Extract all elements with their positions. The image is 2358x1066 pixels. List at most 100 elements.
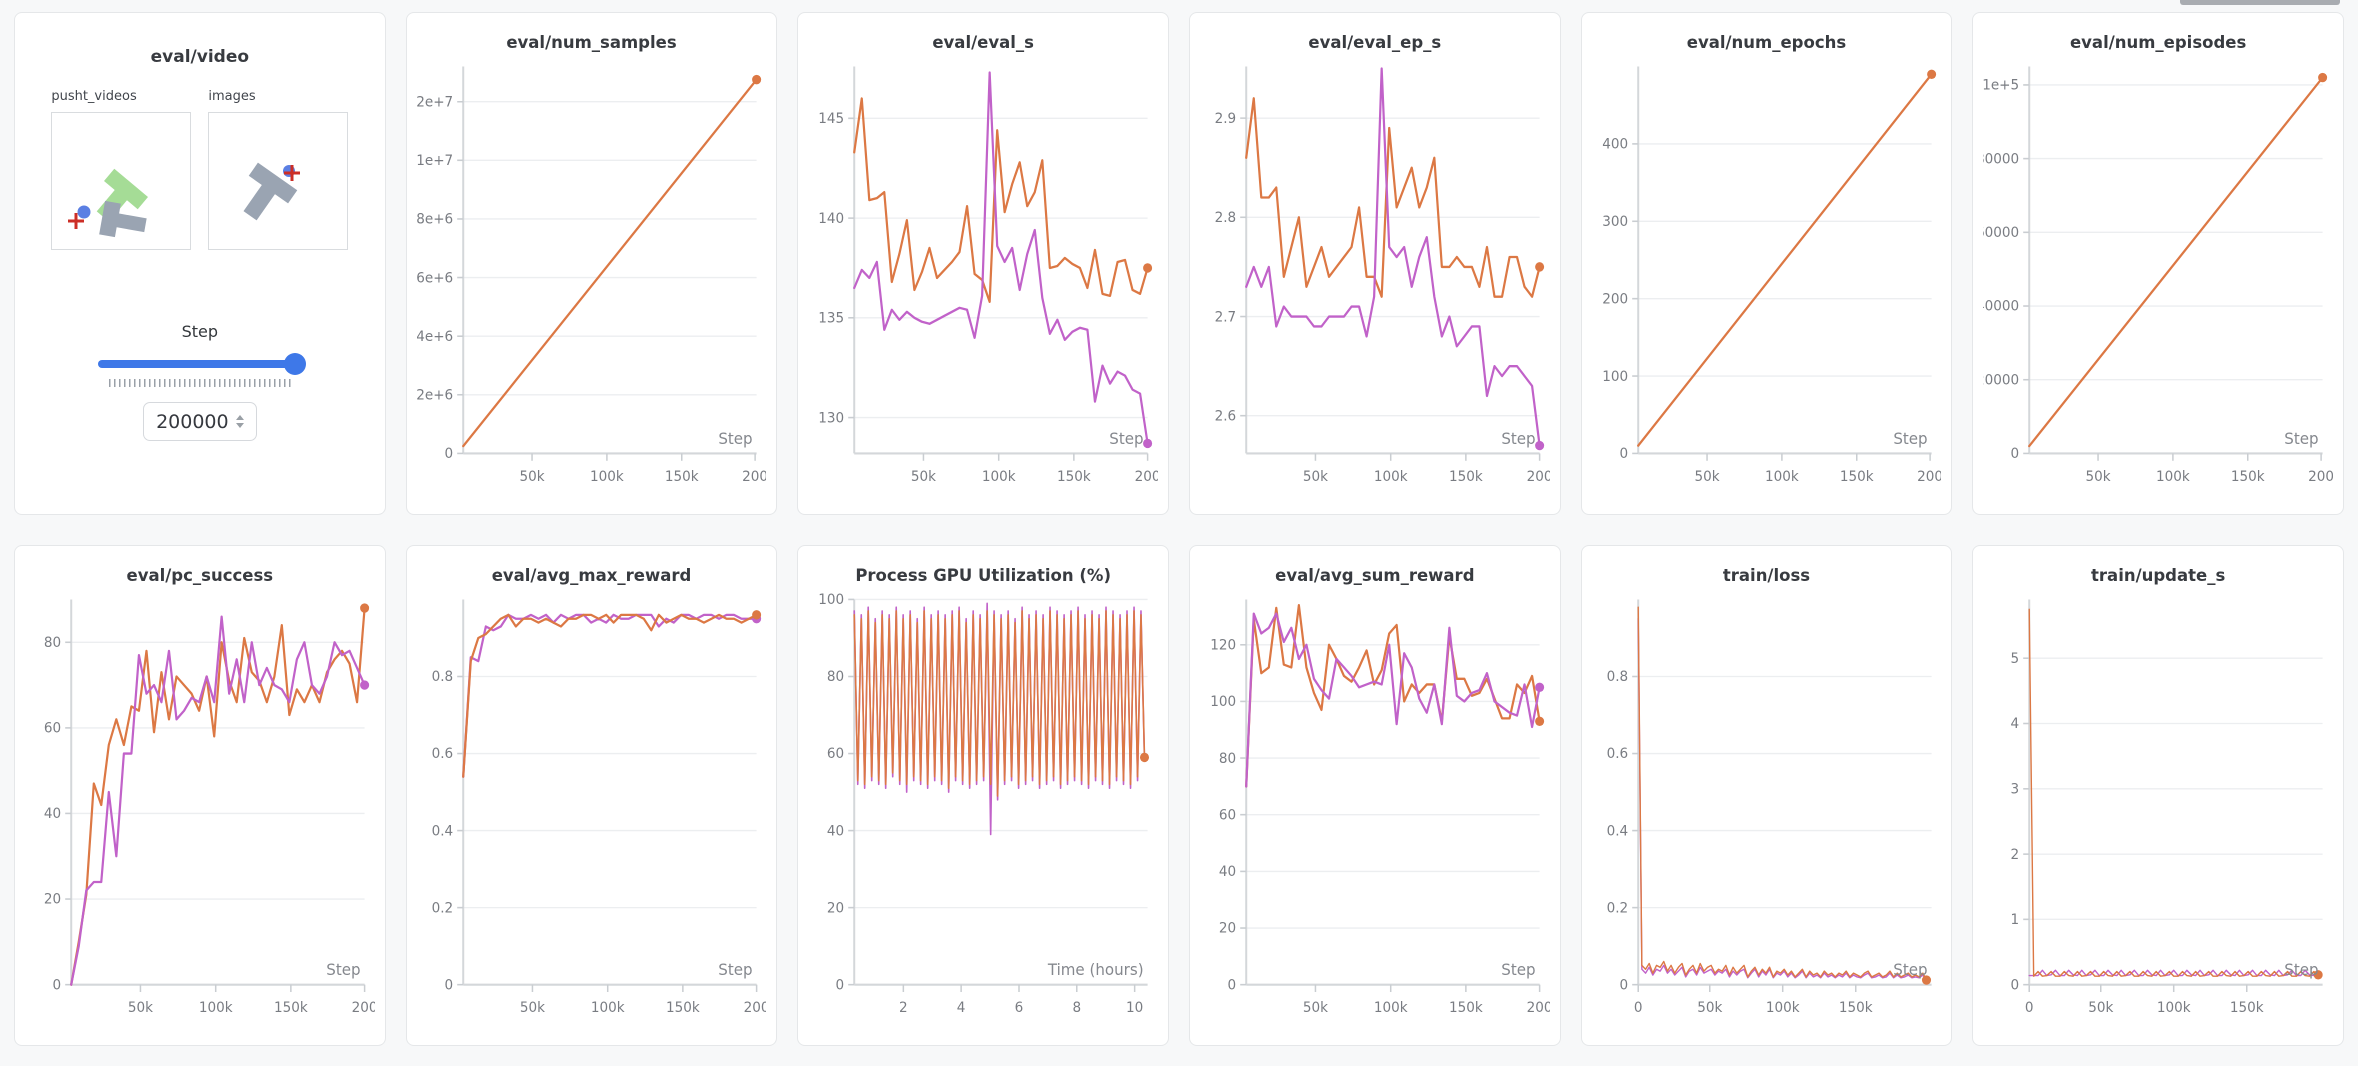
gray-t-shape bbox=[243, 162, 298, 221]
svg-text:0.6: 0.6 bbox=[431, 746, 453, 762]
svg-text:300: 300 bbox=[1602, 214, 1628, 230]
svg-text:20: 20 bbox=[1219, 921, 1236, 937]
svg-text:60000: 60000 bbox=[1983, 225, 2019, 241]
chart-panel: eval/eval_ep_s 2.6 2.7 2.8 2.9 50k 100k 150k 200… bbox=[1188, 12, 1561, 515]
chart-plot-area[interactable]: 2.6 2.7 2.8 2.9 50k 100k 150k 200 Step bbox=[1190, 54, 1560, 514]
chart-plot-area[interactable]: 0 2e+6 4e+6 6e+6 8e+6 1e+7 1.2e+7 50k 100k 150k 20… bbox=[407, 54, 777, 514]
svg-text:20: 20 bbox=[44, 892, 61, 908]
svg-text:80000: 80000 bbox=[1983, 151, 2019, 167]
horizontal-scrollbar-thumb[interactable] bbox=[2180, 0, 2340, 5]
svg-text:150k: 150k bbox=[2230, 1000, 2264, 1016]
chart-plot-area[interactable]: 0 0.2 0.4 0.6 0.8 50k 100k 150k 200 Step bbox=[407, 587, 777, 1045]
svg-text:100: 100 bbox=[819, 592, 845, 608]
svg-text:50k: 50k bbox=[1303, 468, 1328, 484]
svg-text:0.8: 0.8 bbox=[431, 669, 453, 685]
svg-text:0: 0 bbox=[2011, 977, 2020, 993]
svg-text:0: 0 bbox=[2025, 1000, 2034, 1016]
svg-text:100k: 100k bbox=[590, 1000, 624, 1016]
step-slider-label: Step bbox=[181, 322, 219, 341]
svg-text:100k: 100k bbox=[1765, 1000, 1799, 1016]
svg-text:150k: 150k bbox=[274, 1000, 308, 1016]
chart-plot-area[interactable]: 0 20 40 60 80 100 2 4 6 8 10 Time (hours) bbox=[798, 587, 1168, 1045]
svg-text:100k: 100k bbox=[1374, 468, 1408, 484]
chart-plot-area[interactable]: 0 0.2 0.4 0.6 0.8 0 50k 100k 150k Step bbox=[1582, 587, 1952, 1045]
chart-canvas[interactable]: 0 2e+6 4e+6 6e+6 8e+6 1e+7 1.2e+7 50k 100k 150k 20… bbox=[417, 56, 767, 506]
step-slider[interactable] bbox=[97, 353, 306, 375]
chart-plot-area[interactable]: 0 1 2 3 4 5 0 50k 100k 150k Step bbox=[1973, 587, 2343, 1045]
chart-plot-area[interactable]: 0 100 200 300 400 50k 100k 150k 200 Step bbox=[1582, 54, 1952, 514]
svg-text:50k: 50k bbox=[1694, 468, 1719, 484]
svg-text:Step: Step bbox=[1893, 430, 1927, 448]
chart-canvas[interactable]: 2.6 2.7 2.8 2.9 50k 100k 150k 200 Step bbox=[1200, 56, 1550, 506]
chart-title: eval/num_epochs bbox=[1686, 33, 1847, 52]
chart-title: eval/avg_sum_reward bbox=[1275, 566, 1475, 585]
chart-panel: eval/num_episodes 0 20000 40000 60000 80000 1e… bbox=[1972, 12, 2344, 515]
chart-panel: eval/eval_s 130 135 140 145 50k 100k 150k 200 Ste… bbox=[797, 12, 1169, 515]
media-row: pusht_videos bbox=[51, 89, 349, 250]
svg-text:60: 60 bbox=[827, 746, 844, 762]
svg-text:Step: Step bbox=[1893, 961, 1927, 979]
slider-tick-ruler bbox=[108, 379, 291, 387]
chart-panel: eval/pc_success 0 20 40 60 80 50k 100k 150k 200 St… bbox=[14, 545, 386, 1046]
svg-text:100k: 100k bbox=[1374, 1000, 1408, 1016]
gray-t-shape bbox=[99, 200, 147, 238]
svg-text:130: 130 bbox=[819, 410, 845, 426]
svg-text:8e+6: 8e+6 bbox=[417, 211, 453, 227]
chart-panel: train/update_s 0 1 2 3 4 5 0 50k 100k 150k Step bbox=[1972, 545, 2344, 1046]
increment-icon[interactable] bbox=[235, 415, 244, 420]
svg-text:0: 0 bbox=[1634, 1000, 1643, 1016]
svg-text:4e+6: 4e+6 bbox=[417, 329, 453, 345]
chart-panel: eval/avg_sum_reward 0 20 40 60 80 100 120 50k 100… bbox=[1188, 545, 1561, 1046]
svg-text:Time (hours): Time (hours) bbox=[1047, 961, 1144, 979]
chart-plot-area[interactable]: 0 20 40 60 80 50k 100k 150k 200 Step bbox=[15, 587, 385, 1045]
svg-text:2.8: 2.8 bbox=[1215, 210, 1237, 226]
svg-text:100k: 100k bbox=[1765, 468, 1799, 484]
chart-canvas[interactable]: 0 100 200 300 400 50k 100k 150k 200 Step bbox=[1592, 56, 1942, 506]
svg-text:0.4: 0.4 bbox=[1606, 823, 1628, 839]
pusht-video-thumbnail[interactable] bbox=[51, 112, 192, 250]
svg-text:200: 200 bbox=[352, 1000, 375, 1016]
svg-text:0.8: 0.8 bbox=[1606, 669, 1628, 685]
chart-title: train/update_s bbox=[2091, 566, 2226, 585]
svg-text:100: 100 bbox=[1602, 369, 1628, 385]
chart-canvas[interactable]: 0 20000 40000 60000 80000 1e+5 50k 100k 150k 200 S… bbox=[1983, 56, 2333, 506]
svg-text:100k: 100k bbox=[2156, 468, 2190, 484]
decrement-icon[interactable] bbox=[235, 423, 244, 428]
svg-text:150k: 150k bbox=[665, 468, 699, 484]
svg-text:2e+6: 2e+6 bbox=[417, 387, 453, 403]
agent-dot bbox=[77, 205, 91, 219]
chart-canvas[interactable]: 0 1 2 3 4 5 0 50k 100k 150k Step bbox=[1983, 589, 2333, 1037]
slider-track[interactable] bbox=[97, 360, 302, 368]
svg-text:20: 20 bbox=[827, 900, 844, 916]
svg-text:200: 200 bbox=[1527, 468, 1550, 484]
chart-title: train/loss bbox=[1722, 566, 1811, 585]
chart-canvas[interactable]: 0 20 40 60 80 50k 100k 150k 200 Step bbox=[25, 589, 375, 1037]
chart-plot-area[interactable]: 0 20 40 60 80 100 120 50k 100k 150k 200 Step bbox=[1190, 587, 1560, 1045]
svg-text:0.2: 0.2 bbox=[431, 900, 453, 916]
chart-canvas[interactable]: 0 0.2 0.4 0.6 0.8 50k 100k 150k 200 Step bbox=[417, 589, 767, 1037]
chart-plot-area[interactable]: 130 135 140 145 50k 100k 150k 200 Step bbox=[798, 54, 1168, 514]
stepper-arrows[interactable] bbox=[235, 415, 244, 428]
svg-text:50k: 50k bbox=[519, 468, 544, 484]
svg-text:2.9: 2.9 bbox=[1215, 111, 1237, 127]
chart-title: eval/eval_s bbox=[932, 33, 1034, 52]
svg-text:1e+7: 1e+7 bbox=[417, 153, 453, 169]
svg-text:0.4: 0.4 bbox=[431, 823, 453, 839]
slider-thumb[interactable] bbox=[283, 353, 306, 375]
media-caption: pusht_videos bbox=[51, 89, 137, 104]
chart-canvas[interactable]: 0 0.2 0.4 0.6 0.8 0 50k 100k 150k Step bbox=[1592, 589, 1942, 1037]
images-thumbnail[interactable] bbox=[208, 112, 349, 250]
svg-text:200: 200 bbox=[1527, 1000, 1550, 1016]
step-number-input[interactable]: 200000 bbox=[142, 402, 257, 441]
chart-canvas[interactable]: 0 20 40 60 80 100 2 4 6 8 10 Time (hours) bbox=[808, 589, 1158, 1037]
chart-canvas[interactable]: 0 20 40 60 80 100 120 50k 100k 150k 200 Step bbox=[1200, 589, 1550, 1037]
svg-text:60: 60 bbox=[44, 720, 61, 736]
svg-text:100: 100 bbox=[1210, 694, 1236, 710]
svg-text:150k: 150k bbox=[1057, 468, 1091, 484]
chart-panel: eval/num_epochs 0 100 200 300 400 50k 100k 150k 2… bbox=[1580, 12, 1953, 515]
media-item-pusht-videos: pusht_videos bbox=[51, 89, 192, 250]
chart-plot-area[interactable]: 0 20000 40000 60000 80000 1e+5 50k 100k 150k 200 S… bbox=[1973, 54, 2343, 514]
chart-canvas[interactable]: 130 135 140 145 50k 100k 150k 200 Step bbox=[808, 56, 1158, 506]
chart-panel: train/loss 0 0.2 0.4 0.6 0.8 0 50k 100k 150k Step bbox=[1580, 545, 1953, 1046]
svg-text:50k: 50k bbox=[911, 468, 936, 484]
